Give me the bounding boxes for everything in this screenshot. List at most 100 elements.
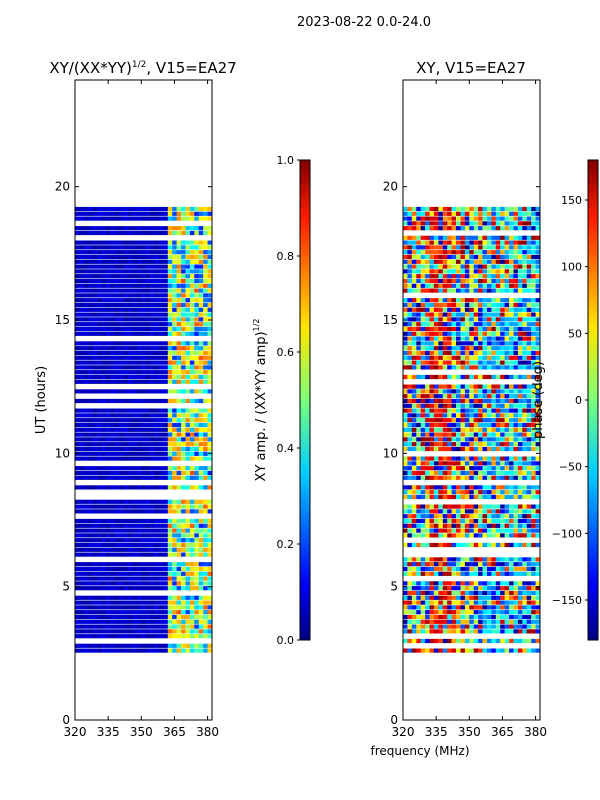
heatmap-cell [531,610,536,615]
heatmap-cell [438,394,444,399]
heatmap-cell [447,240,452,245]
heatmap-cell [517,542,523,548]
heatmap-cell [438,355,444,360]
heatmap-cell [447,557,452,562]
heatmap-cell [517,250,523,255]
heatmap-cell [517,595,523,600]
colorbar-tick-label: 0.8 [277,250,295,263]
heatmap-cell [509,259,514,264]
heatmap-cell [159,619,164,624]
heatmap-cell [531,470,536,476]
heatmap-cell [92,355,98,360]
heatmap-cell [469,226,474,231]
heatmap-cell [172,216,177,221]
heatmap-cell [482,461,488,466]
heatmap-cell [495,566,501,572]
heatmap-cell [189,278,195,284]
heatmap-cell [105,422,111,428]
heatmap-cell [442,302,448,308]
heatmap-cell [207,643,212,648]
heatmap-cell [487,413,492,418]
heatmap-cell [136,245,142,250]
heatmap-cell [75,326,80,332]
heatmap-cell [181,379,186,384]
heatmap-cell [114,389,120,394]
heatmap-cell [487,619,492,624]
heatmap-cell [105,360,111,365]
heatmap-cell [500,509,505,514]
heatmap-cell [460,422,466,428]
heatmap-cell [207,216,212,221]
heatmap-cell [128,250,133,255]
heatmap-cell [189,331,195,336]
heatmap-cell [194,350,199,356]
heatmap-cell [79,293,85,298]
heatmap-cell [154,466,160,471]
heatmap-cell [128,346,133,351]
heatmap-cell [491,494,497,500]
heatmap-cell [504,610,510,615]
heatmap-cell [447,341,452,346]
heatmap-cell [513,283,519,288]
heatmap-cell [79,355,85,360]
heatmap-cell [119,350,124,356]
heatmap-cell [75,437,80,442]
heatmap-cell [141,442,146,447]
heatmap-cell [425,590,430,596]
heatmap-cell [154,571,160,576]
heatmap-cell [411,629,417,634]
heatmap-cell [141,312,146,317]
heatmap-cell [407,274,413,279]
heatmap-cell [141,518,146,524]
heatmap-cell [88,264,93,269]
heatmap-cell [509,509,514,514]
heatmap-cell [203,211,208,216]
heatmap-cell [136,538,142,543]
heatmap-cell [456,528,461,533]
x-tick-label: 350 [130,725,153,739]
heatmap-cell [75,446,80,452]
heatmap-cell [487,302,492,308]
heatmap-cell [509,595,514,600]
heatmap-cell [194,302,199,308]
heatmap-cell [482,528,488,533]
heatmap-cell [438,331,444,336]
heatmap-cell [513,216,519,221]
heatmap-cell [504,269,510,274]
heatmap-cell [509,413,514,418]
heatmap-cell [159,211,164,216]
heatmap-cell [411,610,417,615]
heatmap-cell [509,610,514,615]
heatmap-cell [128,485,133,490]
heatmap-cell [150,259,155,264]
heatmap-cell [181,206,186,212]
heatmap-cell [478,437,483,442]
heatmap-cell [92,264,98,269]
heatmap-cell [189,509,195,514]
heatmap-cell [425,307,430,312]
heatmap-cell [167,629,173,634]
heatmap-cell [159,509,164,514]
heatmap-cell [491,374,497,380]
heatmap-cell [163,379,169,384]
heatmap-cell [526,298,532,303]
heatmap-cell [451,600,457,605]
heatmap-cell [509,384,514,389]
heatmap-cell [456,490,461,495]
heatmap-cell [478,312,483,317]
heatmap-cell [167,274,173,279]
heatmap-cell [464,288,470,293]
heatmap-cell [504,571,510,576]
heatmap-cell [526,485,532,490]
heatmap-cell [509,648,514,653]
heatmap-cell [438,283,444,288]
heatmap-cell [163,576,169,581]
heatmap-cell [491,562,497,567]
heatmap-cell [132,629,138,634]
heatmap-cell [429,341,435,346]
heatmap-cell [526,408,532,413]
heatmap-cell [88,216,93,221]
heatmap-cell [407,216,413,221]
heatmap-cell [531,389,536,394]
heatmap-cell [159,379,164,384]
